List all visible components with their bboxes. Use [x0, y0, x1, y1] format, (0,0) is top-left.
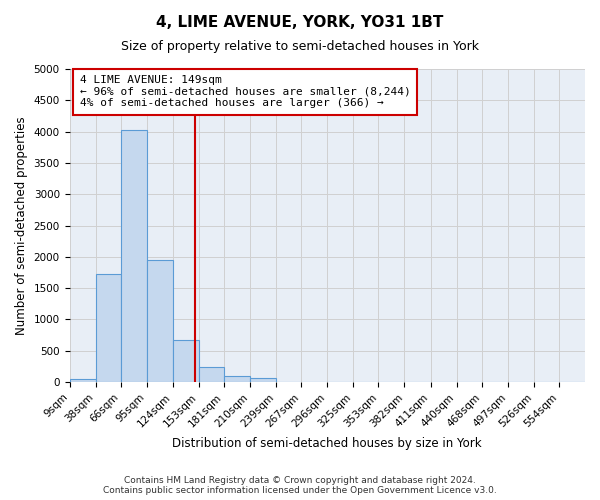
Bar	[250, 378, 276, 382]
Bar	[147, 260, 173, 382]
Bar	[199, 367, 224, 382]
Bar	[70, 379, 95, 382]
Bar	[121, 130, 147, 382]
Text: Contains HM Land Registry data © Crown copyright and database right 2024.
Contai: Contains HM Land Registry data © Crown c…	[103, 476, 497, 495]
Text: 4, LIME AVENUE, YORK, YO31 1BT: 4, LIME AVENUE, YORK, YO31 1BT	[157, 15, 443, 30]
Text: Size of property relative to semi-detached houses in York: Size of property relative to semi-detach…	[121, 40, 479, 53]
Bar	[224, 376, 250, 382]
X-axis label: Distribution of semi-detached houses by size in York: Distribution of semi-detached houses by …	[172, 437, 482, 450]
Y-axis label: Number of semi-detached properties: Number of semi-detached properties	[15, 116, 28, 335]
Text: 4 LIME AVENUE: 149sqm
← 96% of semi-detached houses are smaller (8,244)
4% of se: 4 LIME AVENUE: 149sqm ← 96% of semi-deta…	[80, 76, 410, 108]
Bar	[95, 274, 121, 382]
Bar	[173, 340, 199, 382]
